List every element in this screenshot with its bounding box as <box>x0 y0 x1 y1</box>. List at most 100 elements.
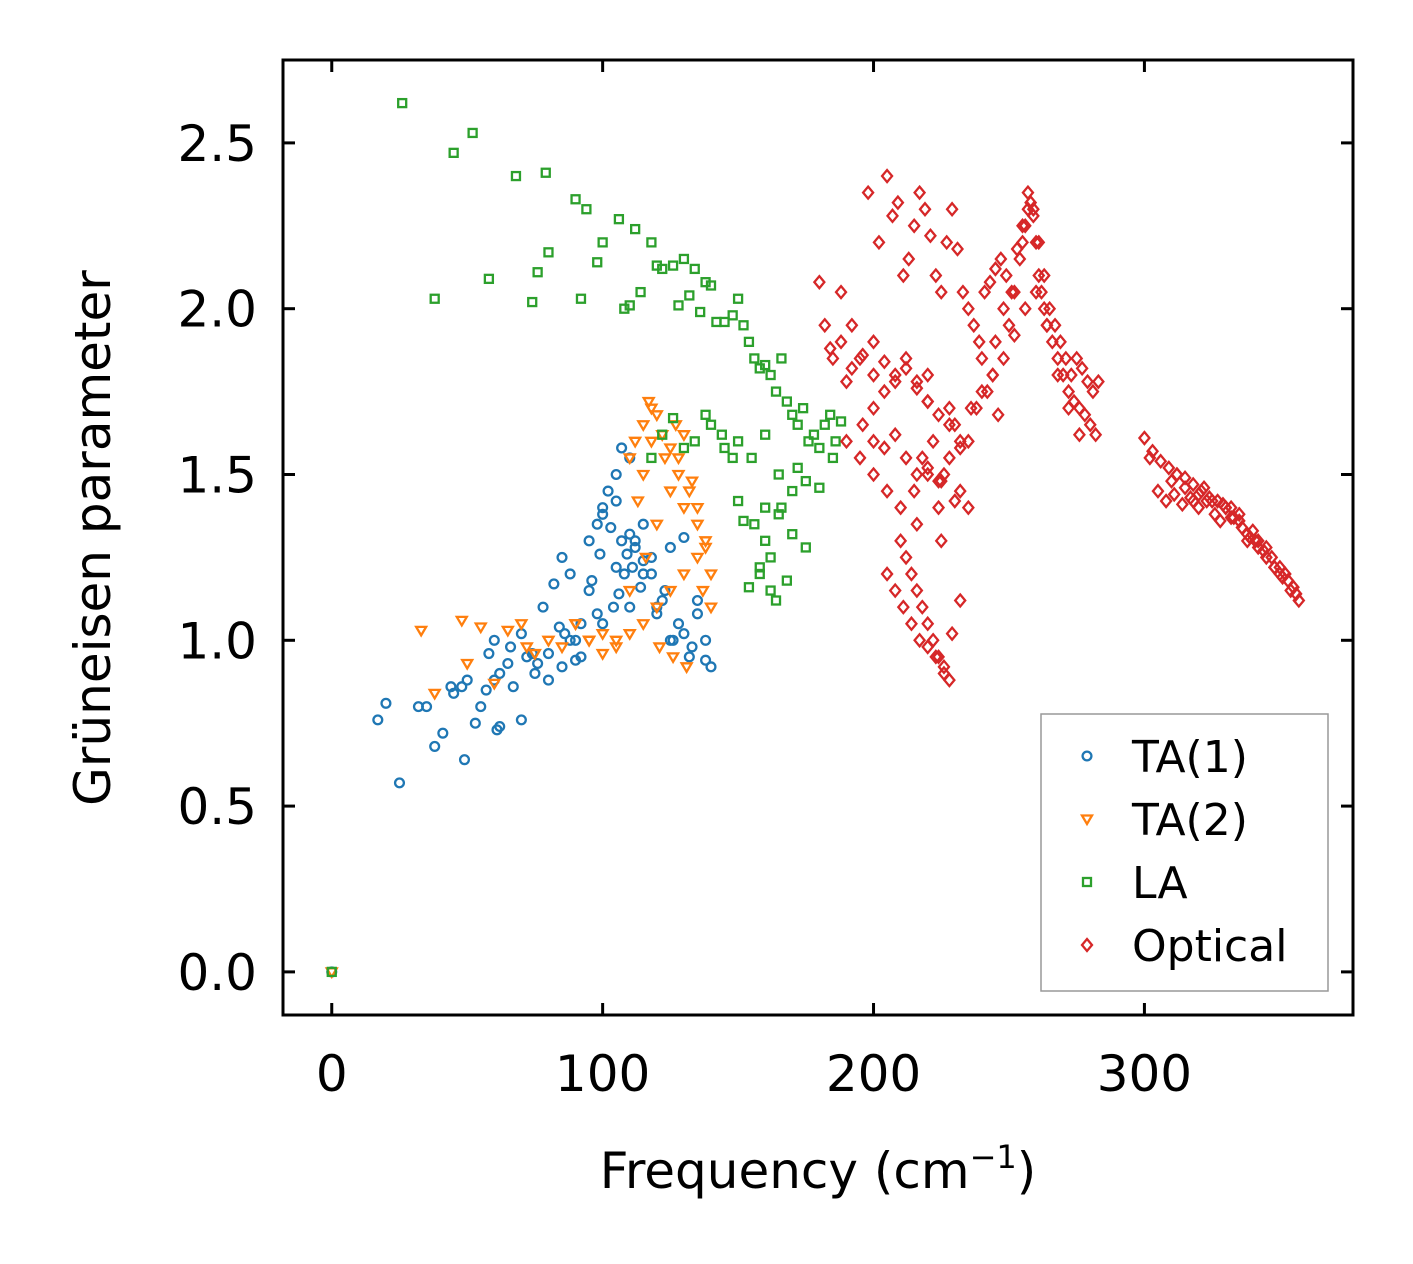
data-point <box>1040 317 1054 334</box>
data-point <box>635 581 647 593</box>
data-point <box>888 426 902 443</box>
data-point <box>644 436 659 449</box>
data-point <box>978 284 992 300</box>
series-ta-1 <box>326 442 717 978</box>
data-point <box>754 568 765 580</box>
data-point <box>529 667 541 680</box>
data-point <box>532 267 543 278</box>
data-point <box>867 367 881 383</box>
data-point <box>555 642 570 655</box>
data-point <box>934 533 948 549</box>
data-point <box>872 234 886 251</box>
data-point <box>519 642 534 655</box>
data-point <box>839 373 853 390</box>
data-point <box>630 496 645 509</box>
data-point <box>678 531 690 544</box>
data-point <box>671 469 686 482</box>
data-point <box>800 542 811 553</box>
data-point <box>613 214 625 225</box>
data-point <box>663 443 678 456</box>
legend-marker <box>1081 876 1093 888</box>
data-point <box>967 317 981 334</box>
data-point <box>672 618 685 630</box>
data-point <box>686 641 698 653</box>
data-point <box>819 419 830 430</box>
data-point <box>877 383 891 400</box>
data-point <box>1083 416 1097 433</box>
data-point <box>553 621 565 633</box>
x-axis-label-main: Frequency (cm <box>600 1142 970 1200</box>
data-point <box>537 601 549 613</box>
data-point <box>671 453 686 466</box>
data-point <box>1232 506 1246 523</box>
data-point <box>929 649 943 665</box>
data-point <box>760 359 771 371</box>
data-point <box>932 499 946 516</box>
data-point <box>899 450 913 466</box>
data-point <box>502 657 514 670</box>
data-point <box>582 635 597 648</box>
data-point <box>445 681 457 693</box>
data-point <box>691 594 704 607</box>
data-point <box>867 334 881 350</box>
data-point <box>988 334 1002 350</box>
data-point <box>605 522 617 534</box>
data-point <box>663 585 678 598</box>
legend: TA(1) TA(2) LA Optical <box>1040 713 1329 992</box>
data-point <box>760 502 771 513</box>
y-tick-label: 2.5 <box>177 115 257 173</box>
data-point <box>835 416 847 427</box>
data-point <box>380 697 392 709</box>
data-point <box>616 442 628 454</box>
data-point <box>727 452 738 464</box>
data-point <box>1075 360 1089 377</box>
data-point <box>683 651 695 663</box>
data-point <box>1086 383 1100 400</box>
data-point <box>830 436 841 447</box>
data-point <box>907 218 921 234</box>
data-point <box>760 535 771 546</box>
data-point <box>597 237 608 248</box>
data-point <box>636 619 651 631</box>
data-point <box>1232 513 1246 529</box>
data-point <box>548 578 560 590</box>
data-point <box>624 528 636 540</box>
data-point <box>1018 218 1032 234</box>
data-point <box>921 466 935 483</box>
data-point <box>942 400 956 416</box>
data-point <box>690 503 705 515</box>
data-point <box>542 648 555 660</box>
data-point <box>773 509 784 520</box>
data-point <box>326 966 337 978</box>
data-point <box>1091 373 1105 390</box>
data-point <box>624 300 635 311</box>
data-point <box>667 634 679 646</box>
x-axis-label-suffix: ) <box>1017 1142 1037 1200</box>
data-point <box>421 701 433 713</box>
data-point <box>940 234 954 251</box>
data-point <box>507 681 519 693</box>
plot-frame <box>281 58 1355 1017</box>
data-point <box>839 433 853 450</box>
data-point <box>787 529 798 540</box>
data-point <box>460 658 475 671</box>
data-point <box>1159 493 1173 509</box>
data-point <box>1002 317 1016 334</box>
data-point <box>991 407 1005 423</box>
data-point <box>607 601 620 613</box>
data-point <box>738 320 749 331</box>
data-point <box>907 483 921 499</box>
data-point <box>556 661 568 673</box>
data-point <box>880 168 894 184</box>
data-point <box>372 714 384 726</box>
data-point <box>437 727 449 739</box>
data-point <box>1051 350 1065 367</box>
data-point <box>609 635 624 648</box>
data-point <box>527 648 542 661</box>
data-point <box>673 300 684 311</box>
data-point <box>666 652 681 665</box>
data-point <box>703 602 719 615</box>
data-point <box>845 317 859 334</box>
data-point <box>597 618 609 630</box>
data-point <box>877 440 891 456</box>
